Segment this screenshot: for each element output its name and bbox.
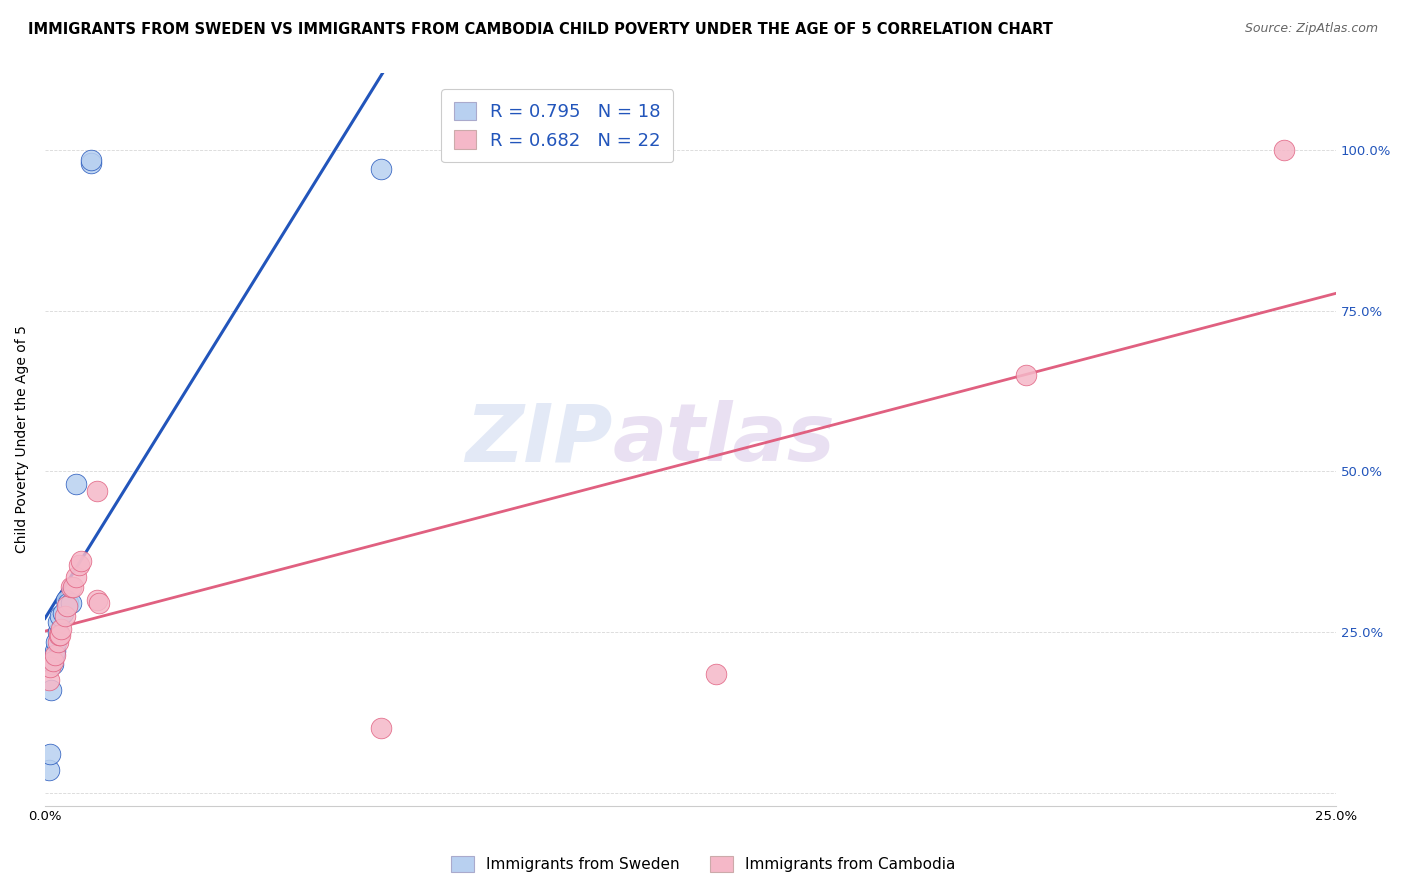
Point bbox=[89, 596, 111, 610]
Point bbox=[38, 673, 60, 688]
Point bbox=[49, 609, 72, 624]
Point bbox=[46, 615, 69, 630]
Point bbox=[86, 593, 108, 607]
Point bbox=[41, 654, 63, 668]
Point bbox=[704, 666, 727, 681]
Point bbox=[44, 648, 66, 662]
Point bbox=[53, 609, 76, 624]
Point bbox=[55, 599, 77, 614]
Point bbox=[70, 554, 93, 568]
Point bbox=[1015, 368, 1038, 382]
Point bbox=[39, 747, 62, 762]
Y-axis label: Child Poverty Under the Age of 5: Child Poverty Under the Age of 5 bbox=[15, 326, 30, 553]
Point bbox=[1272, 143, 1295, 157]
Point bbox=[80, 156, 103, 170]
Point bbox=[58, 596, 80, 610]
Text: atlas: atlas bbox=[613, 401, 835, 478]
Point bbox=[48, 628, 70, 642]
Point bbox=[86, 483, 108, 498]
Point bbox=[51, 622, 73, 636]
Point bbox=[38, 764, 60, 778]
Point bbox=[52, 606, 75, 620]
Point bbox=[39, 660, 62, 674]
Point bbox=[80, 153, 103, 167]
Point bbox=[65, 477, 87, 491]
Point bbox=[59, 580, 82, 594]
Point bbox=[41, 657, 63, 672]
Point bbox=[59, 596, 82, 610]
Legend: Immigrants from Sweden, Immigrants from Cambodia: Immigrants from Sweden, Immigrants from … bbox=[443, 848, 963, 880]
Point bbox=[55, 593, 77, 607]
Text: ZIP: ZIP bbox=[465, 401, 613, 478]
Point bbox=[45, 634, 67, 648]
Point bbox=[44, 648, 66, 662]
Point bbox=[370, 722, 392, 736]
Point bbox=[67, 558, 90, 572]
Point bbox=[44, 644, 66, 658]
Legend: R = 0.795   N = 18, R = 0.682   N = 22: R = 0.795 N = 18, R = 0.682 N = 22 bbox=[441, 89, 673, 162]
Point bbox=[49, 628, 72, 642]
Point bbox=[65, 570, 87, 584]
Point bbox=[46, 625, 69, 640]
Point bbox=[46, 634, 69, 648]
Text: Source: ZipAtlas.com: Source: ZipAtlas.com bbox=[1244, 22, 1378, 36]
Point bbox=[39, 682, 62, 697]
Text: IMMIGRANTS FROM SWEDEN VS IMMIGRANTS FROM CAMBODIA CHILD POVERTY UNDER THE AGE O: IMMIGRANTS FROM SWEDEN VS IMMIGRANTS FRO… bbox=[28, 22, 1053, 37]
Point bbox=[62, 580, 84, 594]
Point bbox=[370, 162, 392, 177]
